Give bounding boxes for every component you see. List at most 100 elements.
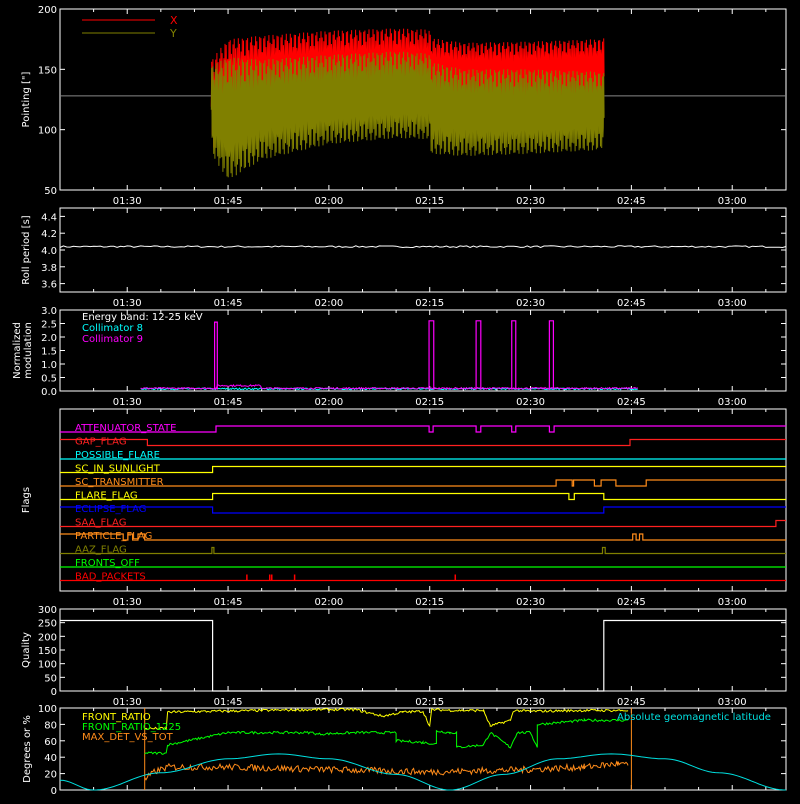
flag-line-eclipse-flag: [60, 506, 786, 514]
y-tick-label: 0.5: [41, 374, 57, 385]
x-tick-label: 01:30: [113, 397, 142, 408]
y-axis-label: Quality: [21, 632, 32, 668]
flag-label: POSSIBLE_FLARE: [75, 450, 160, 461]
flag-line-aaz-flag: [60, 546, 786, 555]
y-axis-label: Roll period [s]: [21, 215, 32, 284]
y-axis-label: Flags: [21, 487, 32, 513]
x-tick-label: 03:00: [718, 697, 747, 708]
x-tick-label: 01:45: [214, 196, 243, 207]
y-tick-label: 200: [38, 5, 57, 16]
y-axis-label: Degrees or %: [22, 715, 33, 783]
flag-line-attenuator-state: [60, 425, 786, 433]
x-tick-label: 03:00: [718, 196, 747, 207]
series-line-front-ratio: [144, 717, 629, 756]
flag-line-sc-transmitter: [60, 479, 786, 487]
x-tick-label: 02:45: [617, 397, 646, 408]
y-tick-label: 60: [44, 737, 57, 748]
flag-label: AAZ_FLAG: [75, 545, 127, 556]
x-tick-label: 01:30: [113, 196, 142, 207]
x-tick-label: 02:30: [516, 298, 545, 309]
y-tick-label: 2.0: [41, 333, 57, 344]
flag-line-saa-flag: [60, 519, 786, 528]
collimator-9-spike: [475, 320, 482, 390]
y-tick-label: 2.5: [41, 320, 57, 331]
x-tick-label: 01:30: [113, 697, 142, 708]
y-tick-label: 100: [38, 126, 57, 137]
roll-period-line: [59, 245, 787, 249]
x-tick-label: 02:15: [415, 397, 444, 408]
y-tick-label: 4.0: [41, 246, 57, 257]
flag-label: PARTICLE_FLAG: [75, 531, 152, 542]
x-tick-label: 03:00: [718, 597, 747, 608]
x-tick-label: 01:45: [214, 597, 243, 608]
series-line-max-det-vs-tot: [144, 760, 629, 781]
series-line-front-ratio-1225: [144, 707, 629, 731]
geomag-annotation: Absolute geomagnetic latitude: [617, 712, 771, 723]
y-tick-label: 200: [38, 632, 57, 643]
legend-label: MAX_DET_VS_TOT: [82, 732, 174, 743]
flag-label: SAA_FLAG: [75, 518, 126, 529]
x-tick-label: 01:30: [113, 298, 142, 309]
x-tick-label: 02:30: [516, 397, 545, 408]
x-tick-label: 03:00: [718, 298, 747, 309]
x-tick-label: 02:30: [516, 196, 545, 207]
panel-frame: [59, 707, 787, 791]
flag-label: SC_TRANSMITTER: [75, 477, 164, 488]
flag-label: ECLIPSE_FLAG: [75, 504, 146, 515]
y-tick-label: 100: [38, 660, 57, 671]
flag-label: FLARE_FLAG: [75, 491, 138, 502]
y-tick-label: 100: [38, 704, 57, 715]
y-tick-label: 250: [38, 619, 57, 630]
panel-2: 01:30 01:45 02:00 02:15 02:30 02:45 03:00 0.0 0.…: [12, 306, 787, 408]
x-tick-label: 02:15: [415, 597, 444, 608]
y-tick-label: 1.0: [41, 360, 57, 371]
flag-line-particle-flag: [60, 533, 786, 541]
x-tick-label: 02:00: [314, 196, 343, 207]
collimator-9-spike: [214, 321, 218, 390]
collimator-9-spike: [428, 320, 435, 390]
flag-line-sc-in-sunlight: [60, 465, 786, 474]
x-tick-label: 02:15: [415, 196, 444, 207]
panel-0: 01:30 01:45 02:00 02:15 02:30 02:45 03:00 50 100…: [21, 5, 787, 207]
flag-label: GAP_FLAG: [75, 437, 127, 448]
y-tick-label: 3.8: [41, 263, 57, 274]
x-tick-label: 03:00: [718, 397, 747, 408]
panel-4: 01:30 01:45 02:00 02:15 02:30 02:45 03:00 0 50 10…: [21, 605, 787, 708]
y-tick-label: 4.2: [41, 229, 57, 240]
flag-line-flare-flag: [60, 492, 786, 501]
y-tick-label: 0.0: [41, 387, 57, 398]
y-tick-label: 3.0: [41, 306, 57, 317]
flag-label: FRONTS_OFF: [75, 558, 140, 569]
y-tick-label: 20: [44, 770, 57, 781]
legend-label: X: [170, 14, 178, 27]
y-tick-label: 150: [38, 65, 57, 76]
y-tick-label: 40: [44, 753, 57, 764]
flag-label: BAD_PACKETS: [75, 572, 146, 583]
x-tick-label: 02:45: [617, 298, 646, 309]
collimator-9-spike: [548, 320, 555, 390]
legend-label: FRONT_RATIO: [82, 712, 151, 723]
panel-1: 01:30 01:45 02:00 02:15 02:30 02:45 03:00 3.6 3.…: [21, 207, 787, 309]
panel-5: 0 20 40 60 80 100 Degrees or % FRONT_RATIOFRONT…: [22, 704, 787, 797]
x-tick-label: 02:30: [516, 597, 545, 608]
flag-label: ATTENUATOR_STATE: [75, 423, 176, 434]
x-tick-label: 02:00: [314, 397, 343, 408]
y-axis-label: modulation: [23, 322, 34, 379]
y-tick-label: 1.5: [41, 347, 57, 358]
panel-frame: [59, 8, 787, 191]
flag-line-gap-flag: [60, 438, 786, 447]
x-tick-label: 02:30: [516, 697, 545, 708]
x-tick-label: 02:45: [617, 697, 646, 708]
y-tick-label: 4.4: [41, 212, 57, 223]
y-axis-label: Pointing ["]: [21, 71, 32, 127]
x-tick-label: 01:45: [214, 697, 243, 708]
y-tick-label: 0: [51, 687, 57, 698]
x-tick-label: 02:45: [617, 196, 646, 207]
y-axis-label: Normalized: [12, 322, 23, 379]
pointing-y-line: [210, 51, 605, 178]
y-tick-label: 50: [44, 186, 57, 197]
legend-label: Energy band: 12-25 keV: [82, 312, 203, 323]
x-tick-label: 01:45: [214, 298, 243, 309]
